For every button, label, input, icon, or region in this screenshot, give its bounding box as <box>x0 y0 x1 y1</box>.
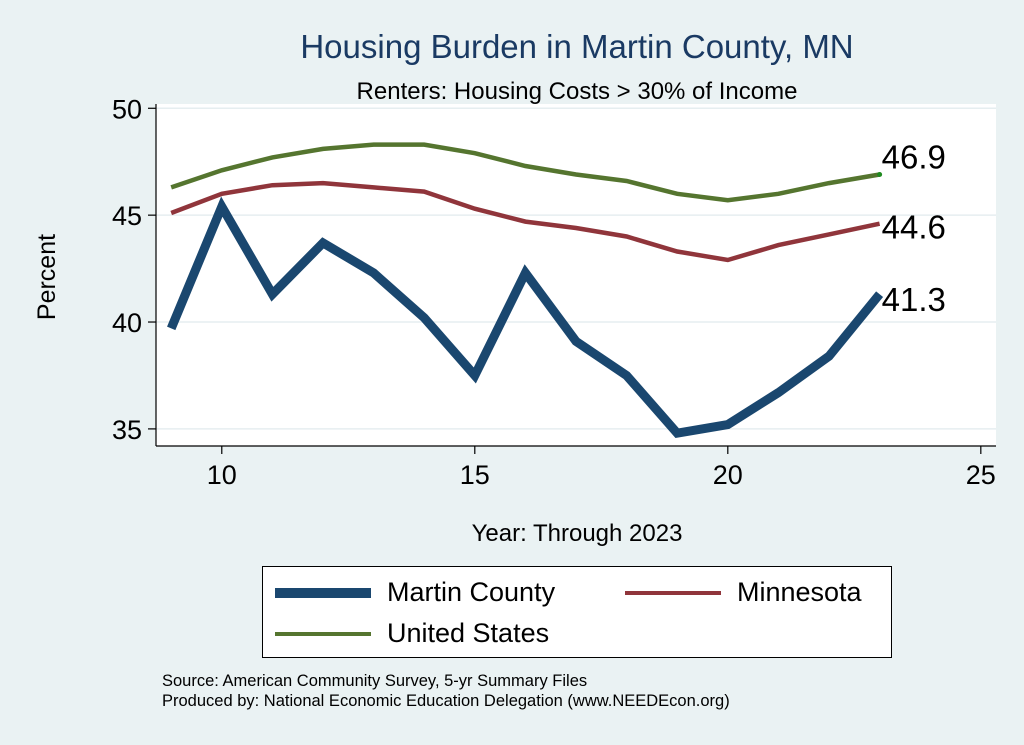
legend-label-martin-county: Martin County <box>387 577 556 607</box>
legend-swatch-martin-county <box>275 587 371 598</box>
end-marker-united-states <box>877 172 883 178</box>
end-label-martin-county: 41.3 <box>882 281 946 318</box>
legend-item-martin-county: Martin County <box>275 577 555 608</box>
y-axis-label: Percent <box>33 234 61 320</box>
legend-item-minnesota: Minnesota <box>625 577 862 608</box>
legend-label-minnesota: Minnesota <box>737 577 862 607</box>
x-axis-label: Year: Through 2023 <box>472 520 683 547</box>
series-line-minnesota <box>170 180 881 263</box>
series-line-united-states <box>170 142 880 203</box>
legend-swatch-minnesota <box>625 590 721 595</box>
x-tick-label: 20 <box>713 460 743 490</box>
chart-subtitle: Renters: Housing Costs > 30% of Income <box>357 78 798 105</box>
x-tick-label: 10 <box>207 460 237 490</box>
legend-swatch-united-states <box>275 631 371 636</box>
producer-line: Produced by: National Economic Education… <box>162 692 730 710</box>
y-tick-label: 40 <box>112 308 142 338</box>
series-line-martin-county <box>167 196 884 439</box>
legend: Martin County Minnesota United States <box>262 566 892 658</box>
end-label-minnesota: 44.6 <box>882 209 946 246</box>
chart: Housing Burden in Martin County, MN Rent… <box>33 28 996 547</box>
y-tick-label: 45 <box>112 201 142 231</box>
chart-title: Housing Burden in Martin County, MN <box>300 28 853 65</box>
x-tick-label: 15 <box>460 460 490 490</box>
source-note: Source: American Community Survey, 5-yr … <box>162 671 730 711</box>
x-tick-label: 25 <box>966 460 996 490</box>
source-line: Source: American Community Survey, 5-yr … <box>162 672 588 690</box>
legend-label-united-states: United States <box>387 618 550 648</box>
end-label-united-states: 46.9 <box>882 139 946 176</box>
y-tick-label: 35 <box>112 415 142 445</box>
legend-item-united-states: United States <box>275 618 549 649</box>
y-tick-label: 50 <box>112 94 142 124</box>
